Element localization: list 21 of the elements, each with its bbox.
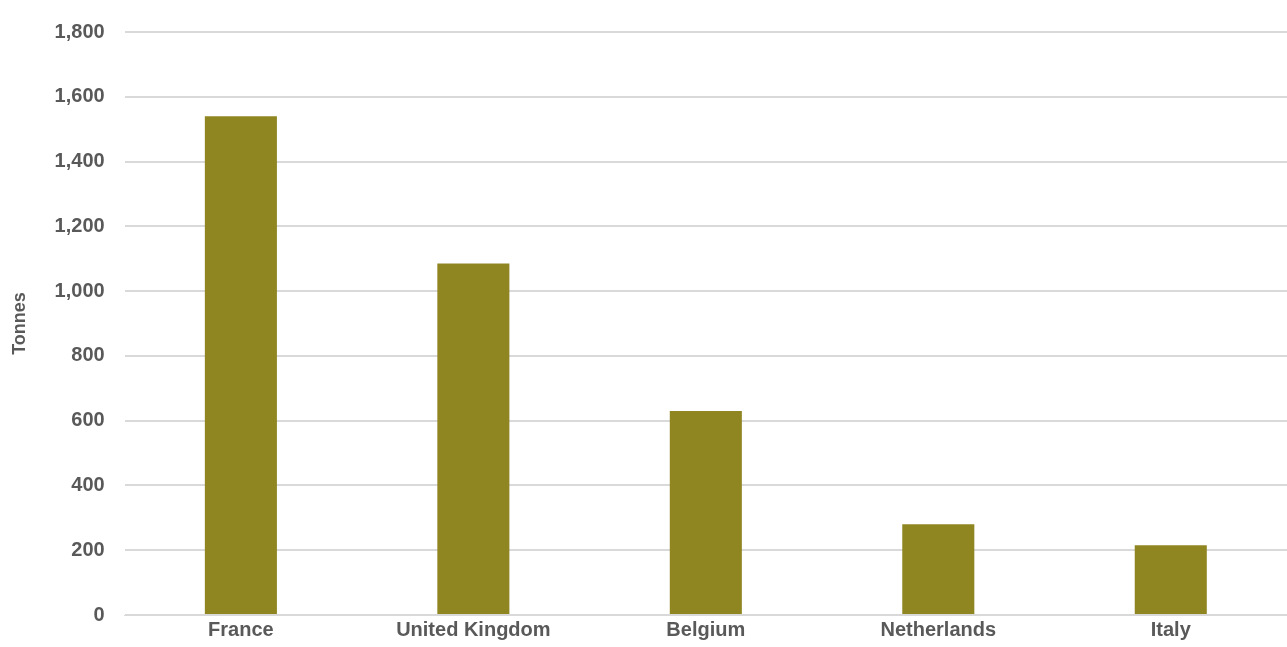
bar	[204, 116, 277, 614]
y-axis-title: Tonnes	[8, 292, 29, 355]
y-tick-label: 400	[71, 472, 105, 495]
bar	[669, 410, 742, 614]
y-tick-label: 1,000	[54, 278, 105, 301]
y-tick-label: 1,800	[54, 19, 105, 42]
y-tick-label: 1,600	[54, 84, 105, 107]
y-tick-label: 1,400	[54, 149, 105, 172]
y-tick-label: 600	[71, 408, 105, 431]
x-tick-label: France	[208, 617, 274, 640]
bar	[1134, 545, 1207, 614]
y-tick-label: 800	[71, 343, 105, 366]
bar	[902, 524, 975, 614]
x-tick-label: Italy	[1150, 617, 1192, 640]
x-tick-label: Netherlands	[880, 617, 997, 640]
y-tick-label: 0	[93, 602, 105, 625]
y-tick-label: 1,200	[54, 213, 105, 236]
x-tick-label: United Kingdom	[396, 617, 551, 640]
x-tick-label: Belgium	[666, 617, 746, 640]
bar	[437, 263, 510, 614]
y-tick-label: 200	[71, 537, 105, 560]
